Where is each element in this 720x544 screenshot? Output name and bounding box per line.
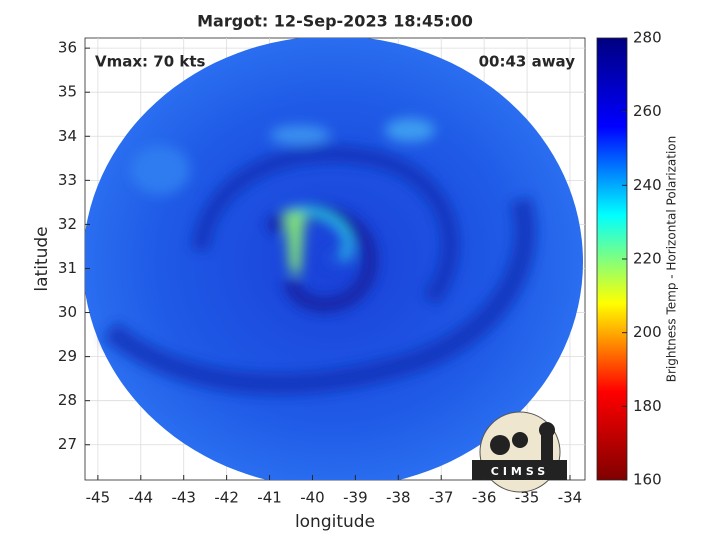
- annotation: 00:43 away: [479, 53, 576, 71]
- logo-text: CIMSS: [491, 465, 549, 478]
- y-tick-label: 27: [58, 435, 77, 453]
- x-tick-label: -37: [429, 489, 454, 507]
- colorbar-tick-label: 280: [633, 29, 662, 47]
- x-tick-label: -44: [129, 489, 154, 507]
- y-tick-label: 32: [58, 215, 77, 233]
- x-tick-label: -40: [300, 489, 325, 507]
- y-tick-label: 35: [58, 83, 77, 101]
- x-tick-label: -41: [257, 489, 282, 507]
- x-tick-label: -45: [86, 489, 111, 507]
- x-tick-label: -36: [472, 489, 497, 507]
- y-axis-label: latitude: [32, 226, 52, 291]
- y-tick-label: 28: [58, 391, 77, 409]
- colorbar-tick-label: 160: [633, 471, 662, 489]
- x-tick-label: -35: [515, 489, 540, 507]
- x-tick-label: -42: [214, 489, 239, 507]
- x-tick-label: -43: [171, 489, 196, 507]
- x-axis-label: longitude: [295, 512, 375, 532]
- annotation: Vmax: 70 kts: [95, 53, 205, 71]
- image: [85, 38, 583, 480]
- colorbar-label: Brightness Temp - Horizontal Polarizatio…: [665, 136, 679, 383]
- y-tick-label: 30: [58, 303, 77, 321]
- y-tick-label: 31: [58, 259, 77, 277]
- colorbar-tick-label: 200: [633, 323, 662, 341]
- colorbar-tick-label: 240: [633, 176, 662, 194]
- x-tick-label: -39: [343, 489, 368, 507]
- y-tick-label: 36: [58, 39, 77, 57]
- colorbar-tick-label: 180: [633, 397, 662, 415]
- logo: CIMSS: [472, 411, 567, 493]
- x-tick-label: -38: [386, 489, 411, 507]
- chart-title: Margot: 12-Sep-2023 18:45:00: [197, 12, 473, 31]
- y-tick-label: 29: [58, 347, 77, 365]
- colorbar-tick-label: 220: [633, 250, 662, 268]
- x-tick-label: -34: [558, 489, 583, 507]
- y-tick-label: 33: [58, 171, 77, 189]
- colorbar-tick-label: 260: [633, 102, 662, 120]
- y-tick-label: 34: [58, 127, 77, 145]
